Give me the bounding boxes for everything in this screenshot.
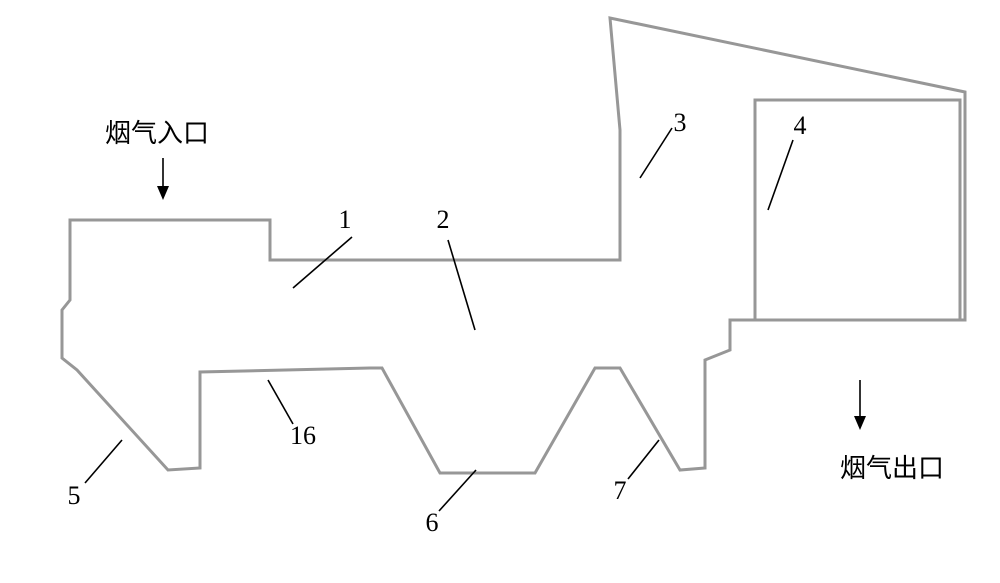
inner-box-outline [755,100,960,320]
leader-number-7: 7 [614,476,627,505]
leader-number-2: 2 [437,205,450,234]
leader-line-2 [448,240,475,330]
leader-line-1 [293,237,352,288]
leader-lines [85,128,793,511]
leader-number-3: 3 [674,108,687,137]
main-duct-outline [62,18,965,473]
leader-numbers: 1 2 3 4 16 5 6 7 [68,108,807,537]
outlet-arrow-head [854,416,866,430]
leader-number-5: 5 [68,481,81,510]
outlet-label: 烟气出口 [840,453,944,483]
leader-line-7 [628,440,659,479]
leader-number-4: 4 [794,111,807,140]
leader-number-16: 16 [290,421,316,450]
leader-line-5 [85,440,122,483]
leader-line-16 [268,380,293,424]
leader-line-3 [640,128,672,178]
inlet-arrow-head [157,186,169,200]
diagram-canvas: 1 2 3 4 16 5 6 7 烟气入口 烟气出口 [0,0,1000,583]
outlet-label-group: 烟气出口 [840,380,944,483]
leader-number-6: 6 [426,508,439,537]
inlet-label: 烟气入口 [105,118,209,148]
leader-number-1: 1 [339,205,352,234]
inlet-label-group: 烟气入口 [105,118,209,200]
leader-line-6 [439,470,476,511]
leader-line-4 [768,140,793,210]
